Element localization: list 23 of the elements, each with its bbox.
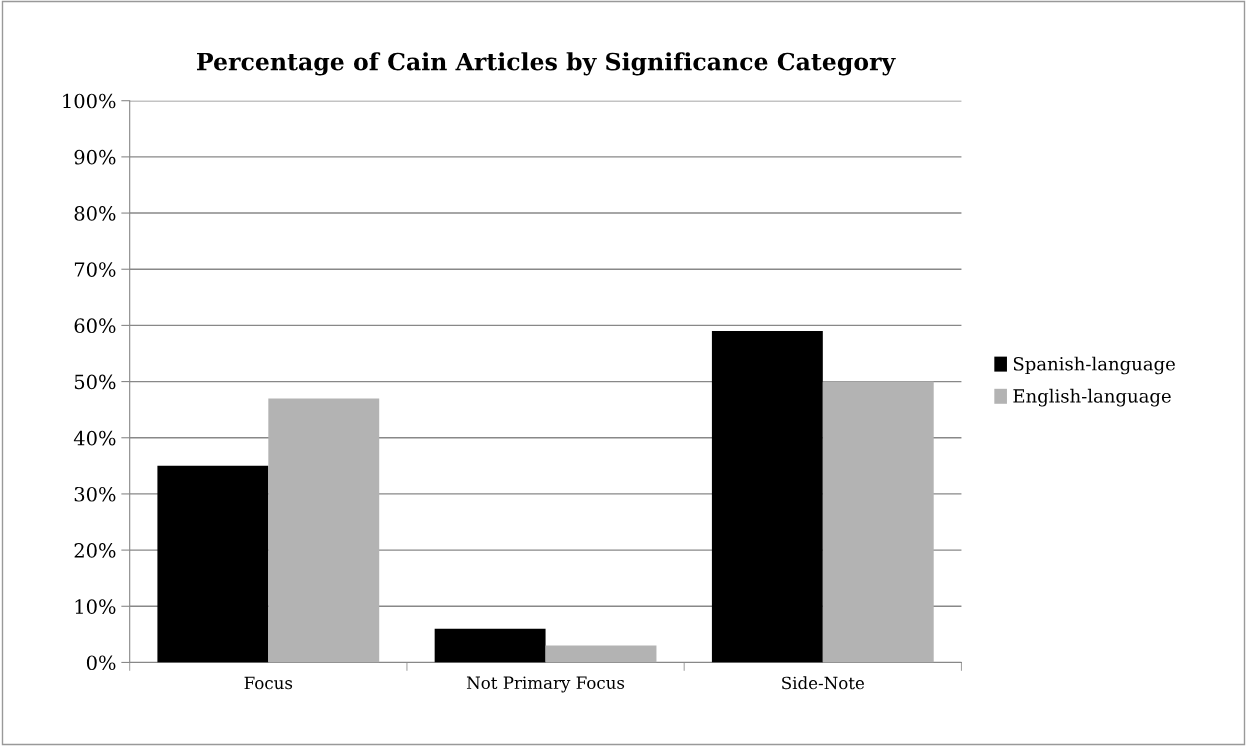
y-tick-label: 80% bbox=[74, 206, 116, 221]
y-tick-label: 90% bbox=[74, 149, 116, 165]
bar bbox=[434, 628, 546, 663]
legend-label: Spanish-language bbox=[1013, 356, 1175, 375]
chart-title: Percentage of Cain Articles by Significance Category bbox=[197, 52, 896, 76]
bar bbox=[822, 381, 934, 663]
y-tick-label: 0% bbox=[86, 655, 116, 671]
legend-label: English-language bbox=[1013, 388, 1171, 407]
x-tick-label: Focus bbox=[244, 676, 293, 690]
y-tick-label: 10% bbox=[75, 599, 116, 614]
x-tick-label: Not Primary Focus bbox=[466, 676, 625, 693]
x-tick-label: Side-Note bbox=[782, 676, 865, 690]
bar bbox=[711, 331, 823, 663]
bar bbox=[157, 465, 269, 663]
y-tick-label: 40% bbox=[73, 430, 116, 446]
y-tick-label: 50% bbox=[74, 374, 116, 390]
y-tick-label: 30% bbox=[74, 486, 116, 502]
y-tick-label: 70% bbox=[74, 262, 116, 277]
bar bbox=[545, 645, 657, 663]
y-tick-label: 100% bbox=[63, 93, 116, 109]
bar bbox=[268, 398, 380, 663]
y-tick-label: 20% bbox=[74, 543, 116, 558]
y-tick-label: 60% bbox=[74, 318, 116, 334]
